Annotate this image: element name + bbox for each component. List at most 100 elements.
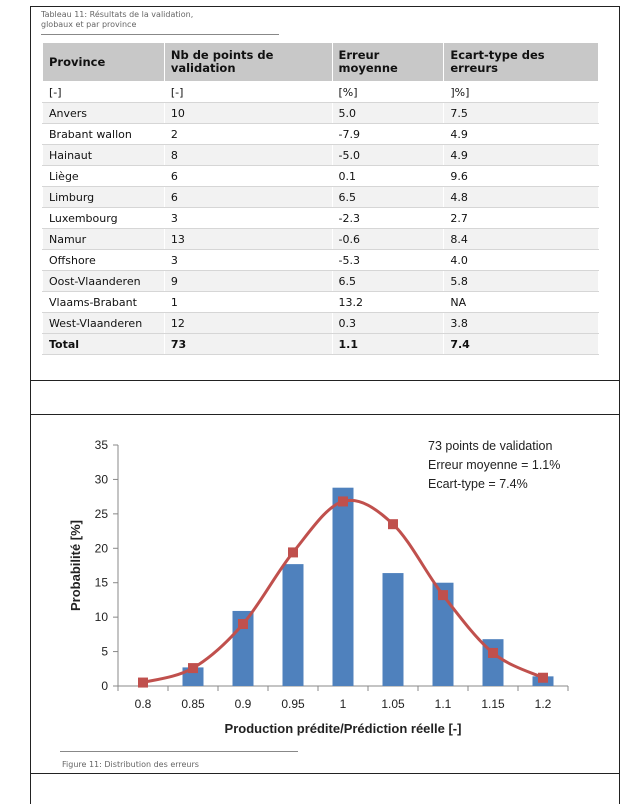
x-tick-label: 0.85 [181, 697, 205, 711]
col-header-error: Erreur moyenne [331, 42, 445, 82]
table-cell: 5.0 [331, 102, 445, 124]
table-cell: 6 [163, 186, 333, 208]
bar [332, 487, 354, 686]
table-cell: Oost-Vlaanderen [42, 270, 165, 292]
table-cell: 7.4 [443, 333, 599, 355]
units-row: [-] [-] [%]]%] [42, 81, 599, 103]
table-cell: Offshore [42, 249, 165, 271]
table-cell: [%] [331, 81, 445, 103]
table-cell: 3 [163, 207, 333, 229]
results-table: Province Nb de points de validation Erre… [42, 42, 599, 355]
table-cell: 0.3 [331, 312, 445, 334]
x-tick-label: 1.15 [481, 697, 505, 711]
table-caption-underline [41, 34, 279, 35]
frame-line-top [30, 6, 620, 7]
table-cell: 8.4 [443, 228, 599, 250]
table-cell: 13.2 [331, 291, 445, 313]
figure-caption-underline [60, 751, 298, 752]
table-row: Limburg 6 6.5 4.8 [42, 186, 599, 208]
table-cell: 6 [163, 165, 333, 187]
y-axis-label: Probabilité [%] [68, 520, 83, 611]
y-tick-label: 30 [95, 472, 109, 486]
x-tick-label: 1.05 [381, 697, 405, 711]
table-cell: West-Vlaanderen [42, 312, 165, 334]
figure-caption: Figure 11: Distribution des erreurs [62, 760, 199, 769]
curve-marker [388, 519, 398, 530]
y-tick-label: 20 [95, 541, 109, 555]
table-cell: [-] [42, 81, 165, 103]
curve-marker [338, 496, 348, 507]
table-cell: 4.9 [443, 144, 599, 166]
y-tick-label: 10 [95, 610, 109, 624]
error-distribution-chart: 0 5 10 15 20 25 30 35 0.8 0.85 0.9 0.95 1 1.05 1.1 1.15… [68, 438, 569, 736]
y-tick-label: 25 [95, 507, 109, 521]
x-tick-label: 0.95 [281, 697, 305, 711]
y-tick-label: 15 [95, 576, 109, 590]
x-tick-label: 1.1 [435, 697, 452, 711]
table-cell: 7.5 [443, 102, 599, 124]
x-tick-label: 0.9 [235, 697, 252, 711]
bar [432, 582, 454, 686]
y-tick-label: 35 [95, 438, 109, 452]
table-cell: 9.6 [443, 165, 599, 187]
table-row: Namur 13 -0.6 8.4 [42, 228, 599, 250]
table-cell: Brabant wallon [42, 123, 165, 145]
table-cell: Hainaut [42, 144, 165, 166]
table-cell: NA [443, 291, 599, 313]
table-row: Vlaams-Brabant 1 13.2 NA [42, 291, 599, 313]
frame-line-bottom [30, 773, 620, 774]
bar [382, 573, 404, 686]
table-cell: 8 [163, 144, 333, 166]
curve-marker [188, 663, 198, 674]
x-axis-label: Production prédite/Prédiction réelle [-] [225, 721, 462, 736]
bar [482, 639, 504, 686]
col-header-stddev: Ecart-type des erreurs [443, 42, 599, 82]
table-body: [-] [-] [%]]%] Anvers 10 5.0 7.5 Brabant wallon… [42, 81, 599, 355]
frame-line-mid1 [30, 380, 620, 381]
table-cell: 9 [163, 270, 333, 292]
table-cell: 5.8 [443, 270, 599, 292]
frame-line-mid2 [30, 414, 620, 415]
total-row: Total 73 1.1 7.4 [42, 333, 599, 355]
table-cell: 3.8 [443, 312, 599, 334]
table-cell: -5.3 [331, 249, 445, 271]
table-cell: -2.3 [331, 207, 445, 229]
annotation-line: Erreur moyenne = 1.1% [428, 458, 560, 472]
table-row: Liège 6 0.1 9.6 [42, 165, 599, 187]
curve-marker [288, 547, 298, 558]
table-cell: -7.9 [331, 123, 445, 145]
table-cell: -5.0 [331, 144, 445, 166]
col-header-province: Province [42, 42, 165, 82]
table-cell: 12 [163, 312, 333, 334]
table-cell: 1 [163, 291, 333, 313]
table-cell: 1.1 [331, 333, 445, 355]
table-row: Hainaut 8 -5.0 4.9 [42, 144, 599, 166]
table-cell: Luxembourg [42, 207, 165, 229]
table-caption-line2: globaux et par province [41, 20, 137, 29]
table-cell: Anvers [42, 102, 165, 124]
table-cell: 13 [163, 228, 333, 250]
table-cell: 3 [163, 249, 333, 271]
table-row: West-Vlaanderen 12 0.3 3.8 [42, 312, 599, 334]
table-cell: 4.8 [443, 186, 599, 208]
table-cell: ]%] [443, 81, 599, 103]
table-cell: Total [42, 333, 165, 355]
table-cell: Limburg [42, 186, 165, 208]
table-caption: Tableau 11: Résultats de la validation, … [41, 10, 193, 30]
table-cell: 73 [163, 333, 333, 355]
table-cell: 2 [163, 123, 333, 145]
col-header-points: Nb de points de validation [163, 42, 333, 82]
table-cell: -0.6 [331, 228, 445, 250]
table-cell: [-] [163, 81, 333, 103]
table-cell: 4.9 [443, 123, 599, 145]
bar [282, 564, 304, 686]
annotation-line: Ecart-type = 7.4% [428, 477, 528, 491]
curve-marker [438, 590, 448, 601]
table-cell: 6.5 [331, 186, 445, 208]
curve-marker [488, 647, 498, 658]
table-caption-line1: Tableau 11: Résultats de la validation, [41, 10, 194, 19]
table-cell: 2.7 [443, 207, 599, 229]
table-cell: Namur [42, 228, 165, 250]
x-tick-label: 1 [340, 697, 347, 711]
table-cell: 6.5 [331, 270, 445, 292]
